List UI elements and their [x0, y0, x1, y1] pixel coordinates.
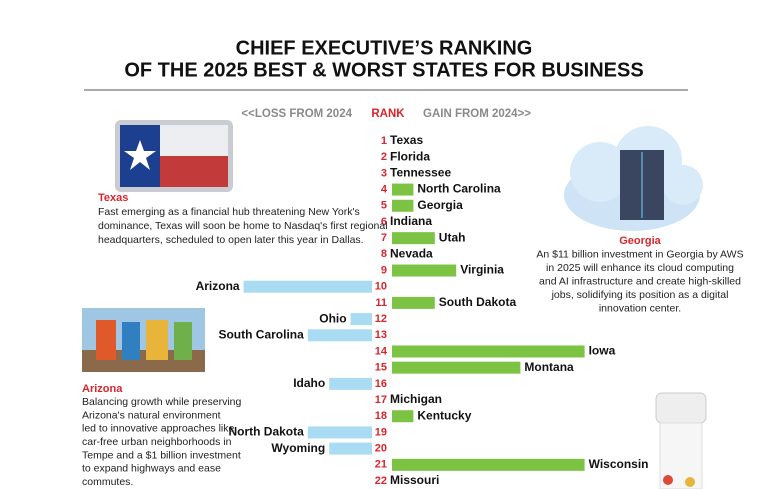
state-label: South Carolina: [218, 327, 304, 341]
annotation-line: Tempe and a $1 billion investment: [82, 449, 241, 461]
state-label: Montana: [524, 360, 574, 374]
loss-bar: [307, 426, 372, 439]
rank-number: 13: [375, 329, 387, 341]
annotation-line: Fast emerging as a financial hub threate…: [98, 206, 360, 218]
gain-bar: [392, 361, 521, 374]
state-label: Nevada: [390, 247, 433, 261]
rank-header: RANK: [371, 108, 405, 120]
gain-bar: [392, 183, 414, 196]
rank-number: 9: [381, 264, 387, 276]
annotation-line: Balancing growth while preserving: [82, 396, 241, 408]
state-label: Michigan: [390, 392, 442, 406]
rank-number: 3: [381, 167, 387, 179]
annotation-heading: Georgia: [619, 235, 661, 247]
state-label: Wyoming: [271, 441, 325, 455]
rank-number: 10: [375, 281, 387, 293]
state-label: North Carolina: [417, 182, 501, 196]
gain-bar: [392, 264, 457, 277]
gain-bar: [392, 345, 585, 358]
rank-number: 5: [381, 200, 387, 212]
loss-bar: [350, 313, 372, 326]
rank-number: 2: [381, 151, 387, 163]
loss-bar: [329, 442, 372, 455]
state-label: Kentucky: [417, 408, 471, 422]
annotation-line: in 2025 will enhance its cloud computing: [546, 262, 734, 274]
texas-image: [115, 120, 233, 192]
tempe-image: [82, 308, 205, 372]
title-line: CHIEF EXECUTIVE’S RANKING: [236, 37, 533, 59]
annotation-line: car-free urban neighborhoods in: [82, 436, 232, 448]
annotation-line: and AI infrastructure and create high-sk…: [539, 275, 741, 287]
state-label: Florida: [390, 149, 430, 163]
pill-image: [655, 392, 707, 489]
state-label: Idaho: [293, 376, 325, 390]
state-label: North Dakota: [228, 425, 304, 439]
loss-header: <<LOSS FROM 2024: [241, 108, 352, 120]
gain-bar: [392, 296, 435, 309]
title-line: OF THE 2025 BEST & WORST STATES FOR BUSI…: [124, 59, 643, 81]
gain-header: GAIN FROM 2024>>: [423, 108, 531, 120]
state-label: Ohio: [319, 311, 346, 325]
state-label: Texas: [390, 133, 423, 147]
rank-number: 4: [381, 183, 388, 195]
annotation-line: headquarters, scheduled to open later th…: [98, 234, 364, 246]
rank-number: 16: [375, 378, 387, 390]
rank-number: 22: [375, 475, 387, 487]
gain-bar: [392, 232, 435, 245]
state-label: Indiana: [390, 214, 432, 228]
gain-bar: [392, 458, 585, 471]
state-label: Georgia: [417, 198, 463, 212]
annotation-line: led to innovative approaches like: [82, 423, 235, 435]
rank-number: 12: [375, 313, 387, 325]
cloud-image: [564, 126, 703, 231]
annotation-line: dominance, Texas will soon be home to Na…: [98, 220, 388, 232]
annotation-line: innovation center.: [599, 302, 681, 314]
state-label: Utah: [439, 230, 466, 244]
annotation-line: An $11 billion investment in Georgia by …: [536, 248, 743, 260]
loss-bar: [307, 329, 372, 342]
state-label: Arizona: [196, 279, 240, 293]
annotation-line: to expand highways and ease: [82, 463, 221, 475]
loss-bar: [329, 377, 372, 390]
rank-number: 21: [375, 459, 387, 471]
rank-number: 8: [381, 248, 387, 260]
rank-number: 18: [375, 410, 387, 422]
state-label: Virginia: [460, 263, 504, 277]
rank-number: 14: [375, 345, 388, 357]
rank-number: 6: [381, 216, 387, 228]
rank-number: 7: [381, 232, 387, 244]
state-label: South Dakota: [439, 295, 517, 309]
rank-number: 15: [375, 362, 387, 374]
rank-number: 11: [375, 297, 387, 309]
annotation-heading: Arizona: [82, 383, 123, 395]
state-label: Wisconsin: [589, 457, 649, 471]
gain-bar: [392, 199, 414, 212]
state-label: Iowa: [589, 344, 616, 358]
annotation-heading: Texas: [98, 192, 128, 204]
loss-bar: [243, 280, 372, 293]
state-label: Tennessee: [390, 166, 451, 180]
rank-number: 1: [381, 135, 387, 147]
gain-bar: [392, 410, 414, 423]
state-label: Missouri: [390, 473, 439, 487]
rank-number: 17: [375, 394, 387, 406]
annotation-line: Arizona's natural environment: [82, 409, 221, 421]
rank-number: 19: [375, 426, 387, 438]
annotation-line: commutes.: [82, 476, 133, 488]
annotation-line: jobs, solidifying its position as a digi…: [551, 289, 729, 301]
rank-number: 20: [375, 443, 387, 455]
